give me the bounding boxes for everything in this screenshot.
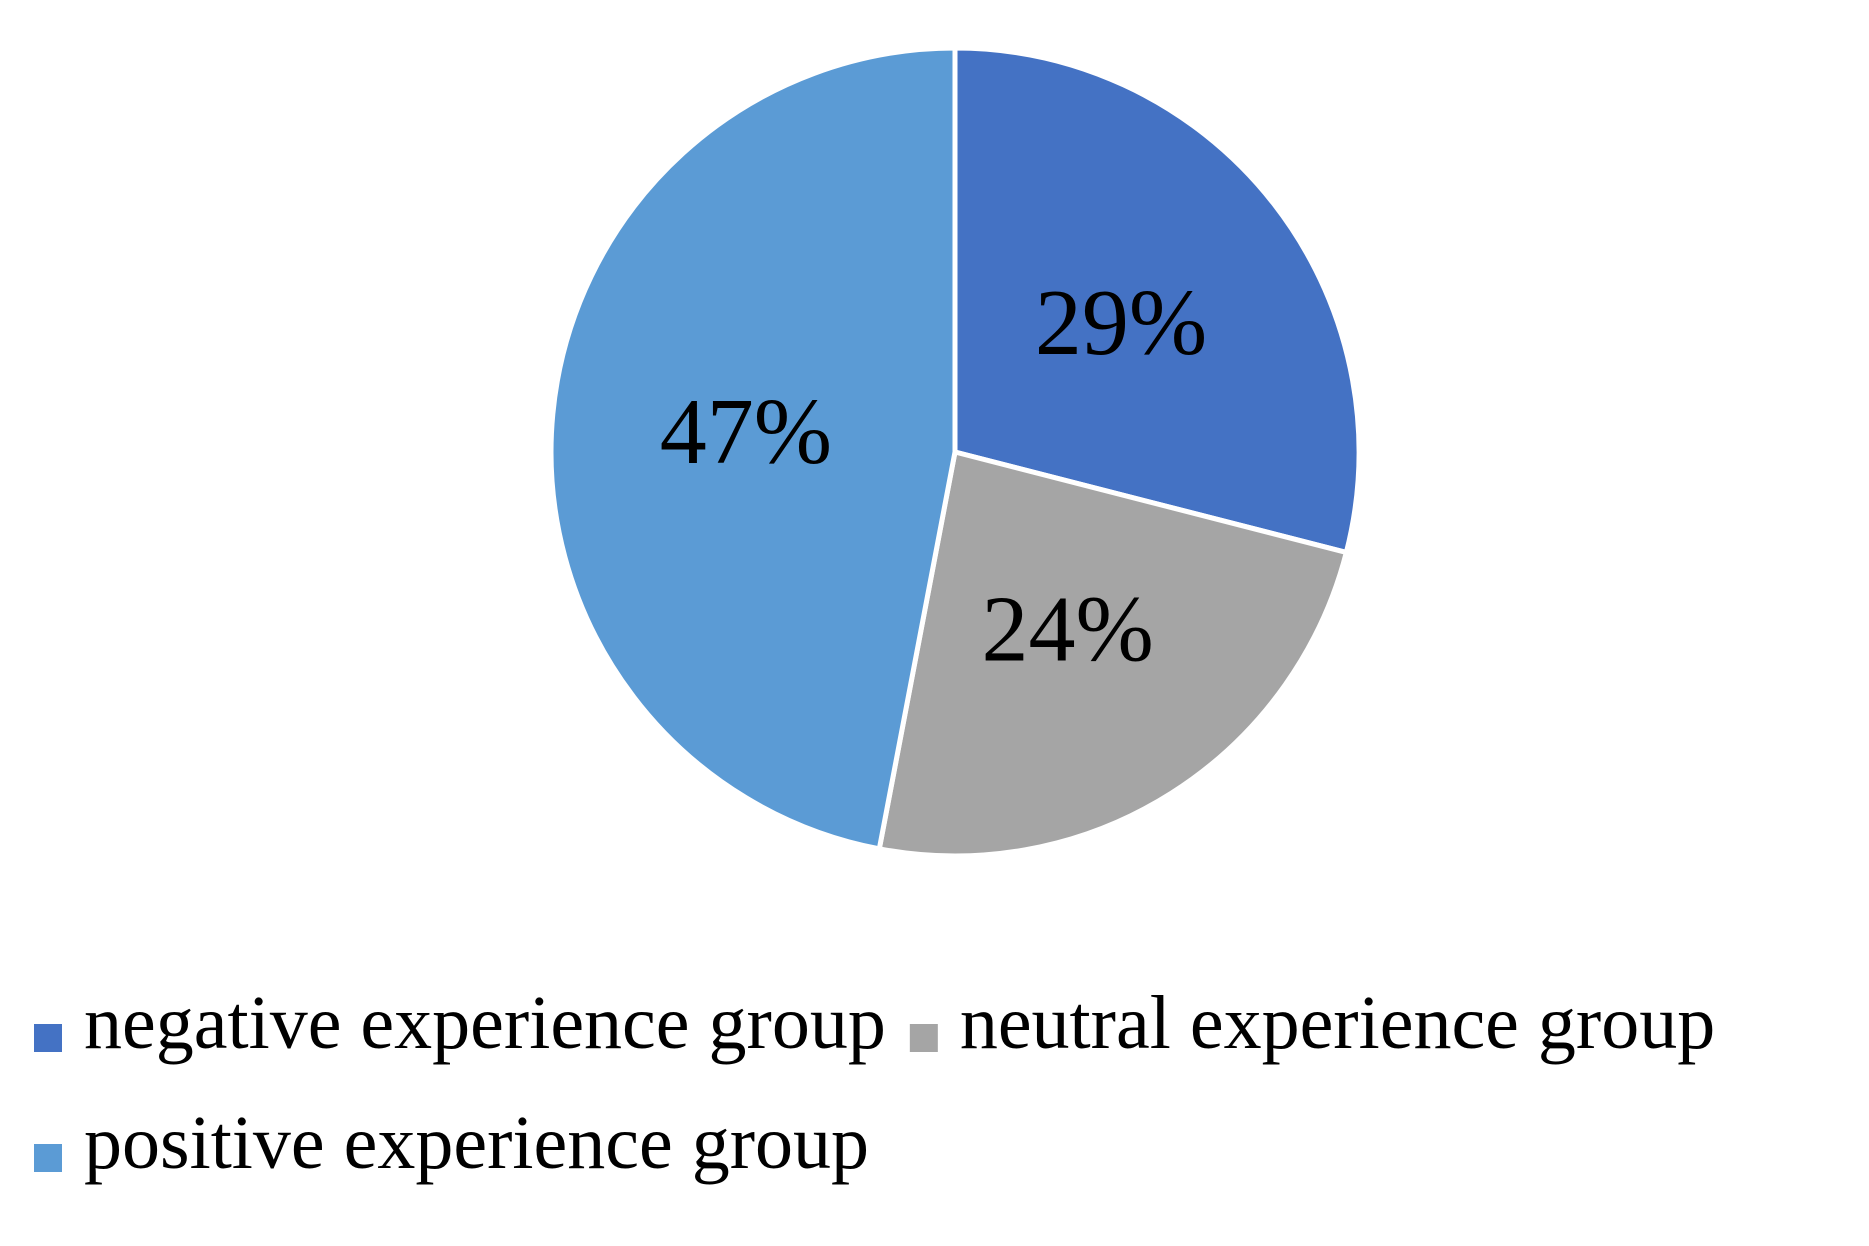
pie-slice-neutral-experience-group — [876, 449, 1349, 859]
pie-slice-positive-experience-group — [548, 45, 958, 852]
slice-label-neutral-experience-group: 24% — [981, 577, 1153, 681]
legend-swatch-neutral-experience-group — [909, 1024, 938, 1052]
pie-slice-negative-experience-group — [952, 45, 1362, 555]
legend-item-negative-experience-group: negative experience group — [34, 981, 886, 1065]
legend-label-negative-experience-group: negative experience group — [84, 981, 886, 1065]
legend-label-neutral-experience-group: neutral experience group — [960, 981, 1715, 1065]
slice-label-negative-experience-group: 29% — [1035, 271, 1207, 375]
legend-label-positive-experience-group: positive experience group — [84, 1101, 869, 1185]
slice-label-positive-experience-group: 47% — [660, 380, 832, 484]
legend-item-positive-experience-group: positive experience group — [34, 1101, 869, 1185]
legend: negative experience group neutral experie… — [34, 981, 1715, 1185]
pie-slices — [548, 45, 1362, 859]
legend-item-neutral-experience-group: neutral experience group — [909, 981, 1715, 1065]
legend-swatch-positive-experience-group — [34, 1144, 62, 1172]
pie-slice-labels: 29% 24% 47% — [660, 271, 1207, 681]
legend-swatch-negative-experience-group — [34, 1024, 62, 1052]
